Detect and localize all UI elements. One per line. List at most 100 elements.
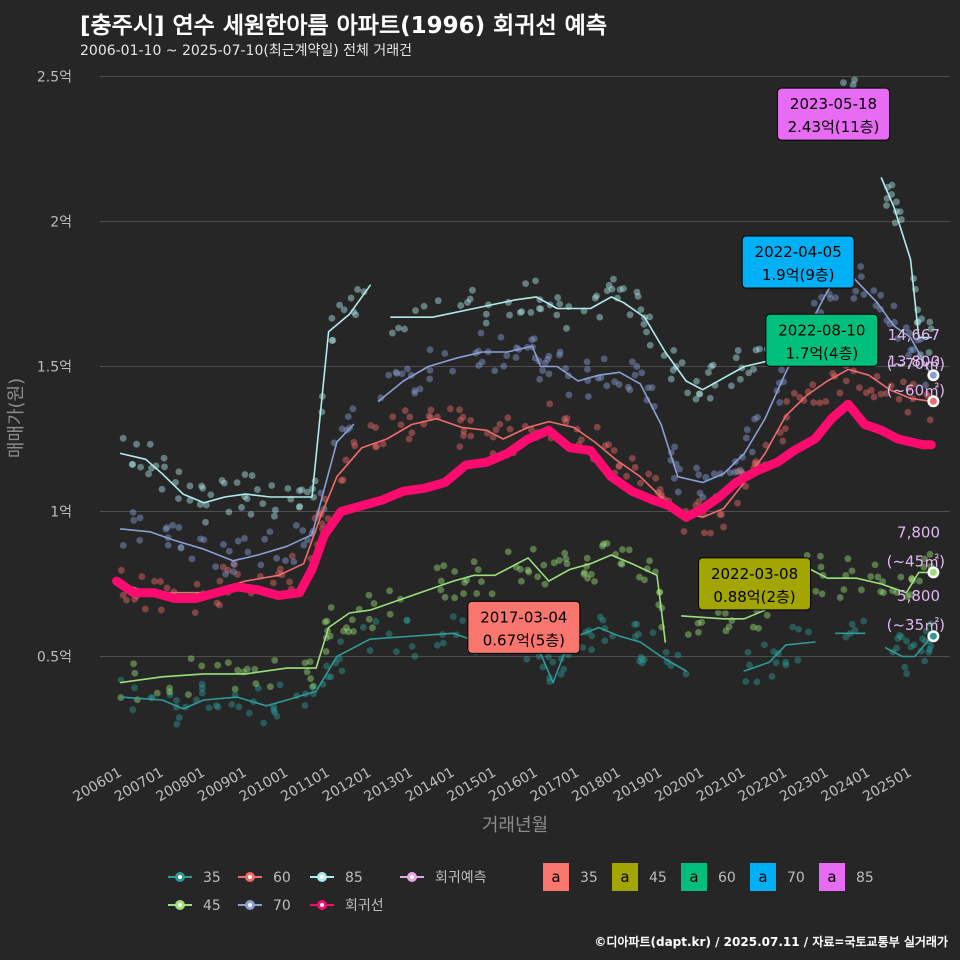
data-point [225,547,233,555]
data-point [322,648,330,655]
data-point [674,488,682,496]
series-line-60 [120,368,933,594]
data-point [646,341,654,349]
data-point [748,448,756,456]
data-point [359,623,367,631]
x-axis-ticks: 2006012007012008012009012010012011012012… [70,765,914,806]
data-point [628,358,636,366]
data-point [303,488,311,496]
annotation-date: 2017-03-04 [480,608,567,626]
data-point [709,361,717,369]
data-point [579,644,587,651]
data-point [810,299,818,307]
data-point [372,443,379,451]
data-point [473,590,481,597]
data-point [770,648,778,656]
data-point [584,574,592,582]
data-point [888,181,896,189]
legend-dot-center [320,903,324,907]
data-point [141,605,149,613]
data-point [243,665,251,673]
data-point [667,375,675,383]
legend: 35 60 85 45 70 회귀선 회귀예측 a 35 a 45 a 60 a 70 a 85 [168,863,874,914]
data-point [631,633,639,640]
data-point [646,313,654,321]
data-point [593,423,601,431]
data-point [625,546,633,554]
data-point [858,273,865,281]
data-point [536,375,544,383]
data-point [676,465,683,473]
series-line-70 [120,267,933,562]
data-point [385,630,393,638]
data-point [851,76,859,84]
data-point [205,704,213,712]
data-point [231,685,239,693]
data-point [327,673,335,681]
data-point [584,365,591,373]
data-point [186,496,194,504]
data-point [131,595,139,603]
data-point [373,442,381,450]
data-point [895,395,903,403]
data-point [726,469,734,477]
data-point [433,641,441,649]
legend-label: 70 [787,870,805,886]
data-point [695,390,703,398]
data-point [406,413,414,421]
data-point [166,691,174,699]
data-point [354,286,361,293]
data-point [619,546,626,553]
data-point [631,620,639,628]
legend-dot-center [178,903,182,907]
data-point [136,536,144,544]
data-point [652,474,660,482]
data-point [746,661,753,669]
data-point [896,208,904,216]
data-point [385,371,393,379]
data-point [230,560,238,568]
annotation-box [777,87,891,141]
data-point [475,362,483,369]
data-point [411,652,419,660]
data-point [222,570,229,578]
legend-label-glyph: a [551,868,560,886]
data-point [638,369,646,377]
data-point [198,680,206,688]
data-point [923,390,931,398]
data-point [545,370,553,378]
data-point [893,198,900,206]
data-point [754,413,761,421]
data-point [580,570,588,578]
legend-dot-center [248,903,252,907]
data-point [541,580,549,588]
data-point [634,292,642,300]
data-point [235,703,243,711]
data-point [641,576,648,584]
data-point [377,394,385,402]
end-label-area: (~45㎡) [887,552,945,570]
data-point [633,363,641,370]
data-point [852,287,860,295]
grid-lines [100,76,950,657]
data-point [556,351,563,359]
data-point [796,394,804,401]
data-point [288,552,296,560]
data-point [670,474,678,482]
annotation-box [698,557,812,611]
data-point [175,468,183,476]
data-point [736,375,744,383]
data-point [434,297,442,305]
data-point [512,354,520,361]
data-point [440,562,448,570]
data-point [343,426,351,434]
data-point [216,577,224,585]
data-point [914,336,921,344]
data-point [870,393,878,401]
data-point [403,617,411,625]
data-point [522,280,530,288]
data-point [631,463,639,471]
data-point [678,359,686,367]
data-point [618,560,626,568]
data-point [636,573,643,581]
